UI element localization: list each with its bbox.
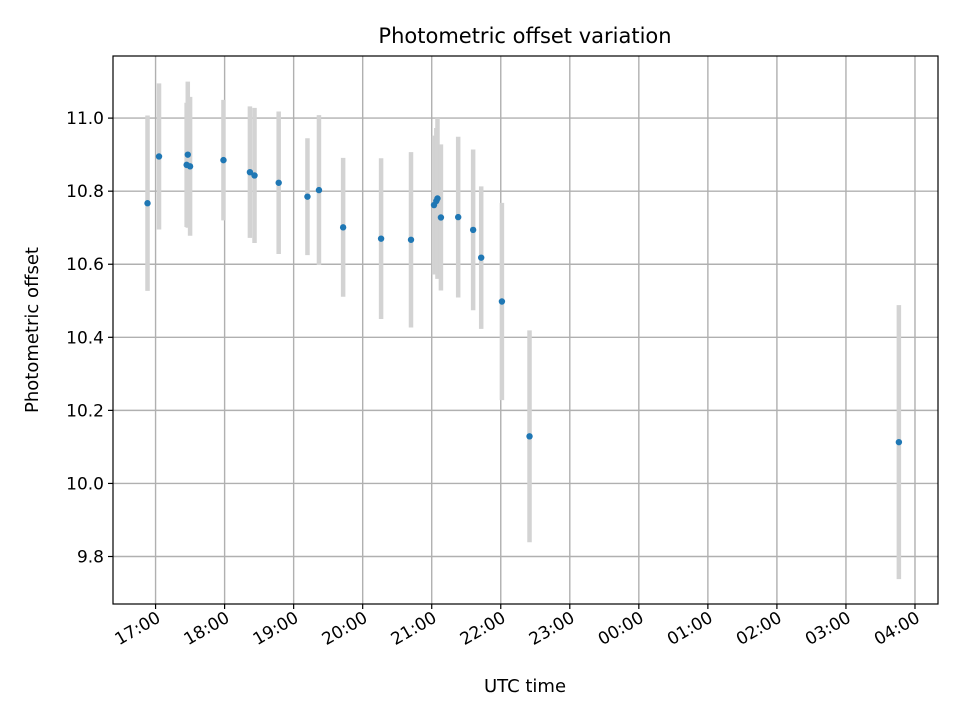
plot-frame [112,55,939,605]
data-point [339,224,347,231]
y-tick-label: 11.0 [66,109,104,129]
y-axis-label: Photometric offset [22,247,43,413]
data-point [434,195,441,202]
data-point [437,214,445,221]
x-tick-label: 23:00 [526,608,578,650]
y-tick-label: 10.2 [66,401,104,421]
x-tick-label: 18:00 [181,608,233,650]
x-tick-label: 17:00 [112,608,164,650]
y-tick-label: 10.0 [66,474,104,494]
x-tick-label: 03:00 [802,608,854,650]
x-tick-label: 21:00 [388,608,440,650]
data-point [246,168,254,176]
data-point [251,172,258,179]
x-tick-label: 02:00 [733,608,785,650]
data-point [220,156,227,164]
data-points [144,151,903,446]
data-point [155,153,163,160]
x-tick-label: 19:00 [250,608,302,650]
x-tick-label: 20:00 [319,608,371,650]
error-bars [145,81,902,580]
data-point [895,438,903,446]
data-point [184,151,191,158]
y-axis-ticks: 9.8 10.0 10.2 10.4 10.6 10.8 11.0 [66,109,113,568]
x-axis-label: UTC time [484,676,566,697]
data-point [315,186,323,194]
y-tick-label: 10.8 [66,182,104,202]
data-point [407,236,415,243]
data-point [469,226,477,234]
data-point [478,254,485,261]
y-tick-label: 9.8 [77,548,104,568]
data-point [144,200,151,207]
x-tick-label: 01:00 [664,608,716,650]
y-tick-label: 10.6 [66,255,104,275]
x-tick-label: 04:00 [871,608,923,650]
data-point [498,298,506,305]
chart-title: Photometric offset variation [378,24,671,48]
data-point [275,179,282,186]
data-point [526,433,533,440]
data-point [377,235,385,242]
grid [113,56,938,604]
x-tick-label: 00:00 [595,608,647,650]
data-point [454,213,462,221]
y-tick-label: 10.4 [66,328,104,348]
x-axis-ticks: 17:00 18:00 19:00 20:00 21:00 22:00 23:00 00:00… [112,604,923,650]
data-point [304,193,311,200]
data-point [186,163,194,170]
x-tick-label: 22:00 [457,608,509,650]
